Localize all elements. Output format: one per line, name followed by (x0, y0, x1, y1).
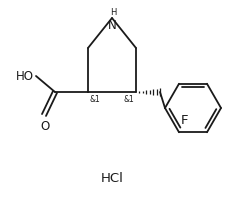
Text: HO: HO (16, 69, 34, 82)
Text: N: N (108, 19, 116, 32)
Text: HCl: HCl (101, 172, 123, 185)
Text: F: F (181, 114, 189, 127)
Text: &1: &1 (90, 95, 101, 104)
Text: &1: &1 (123, 95, 134, 104)
Text: O: O (40, 120, 50, 133)
Text: H: H (110, 8, 116, 17)
